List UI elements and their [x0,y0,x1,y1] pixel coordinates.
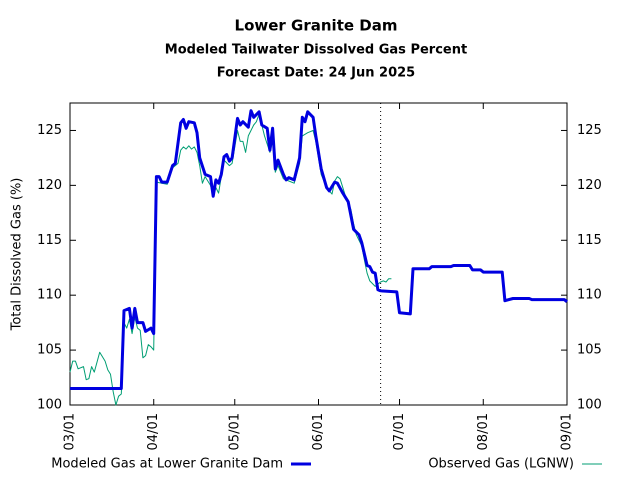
chart-subtitle: Modeled Tailwater Dissolved Gas Percent [165,43,467,58]
y-tick-label: 125 [37,123,62,138]
y-tick-label: 110 [37,288,62,303]
y-tick-label: 105 [37,343,62,358]
y-tick-label: 120 [37,178,62,193]
x-tick-label: 05/01 [227,413,242,450]
series-line [70,109,568,390]
legend-label: Observed Gas (LGNW) [428,457,574,472]
y2-tick-label: 100 [577,398,602,413]
x-tick-label: 07/01 [392,413,407,450]
x-tick-label: 04/01 [146,413,161,450]
y-tick-label: 115 [37,233,62,248]
y2-tick-label: 115 [577,233,602,248]
x-tick-label: 03/01 [63,413,78,450]
y-tick-label: 100 [37,398,62,413]
x-tick-label: 09/01 [560,413,575,450]
y-axis-label: Total Dissolved Gas (%) [10,178,25,332]
x-tick-label: 08/01 [476,413,491,450]
y2-tick-label: 120 [577,178,602,193]
y2-tick-label: 105 [577,343,602,358]
y2-tick-label: 110 [577,288,602,303]
y2-tick-label: 125 [577,123,602,138]
forecast-label: Forecast Date: 24 Jun 2025 [217,66,415,81]
legend-label: Modeled Gas at Lower Granite Dam [51,457,283,472]
chart-title: Lower Granite Dam [235,17,398,35]
x-tick-label: 06/01 [311,413,326,450]
